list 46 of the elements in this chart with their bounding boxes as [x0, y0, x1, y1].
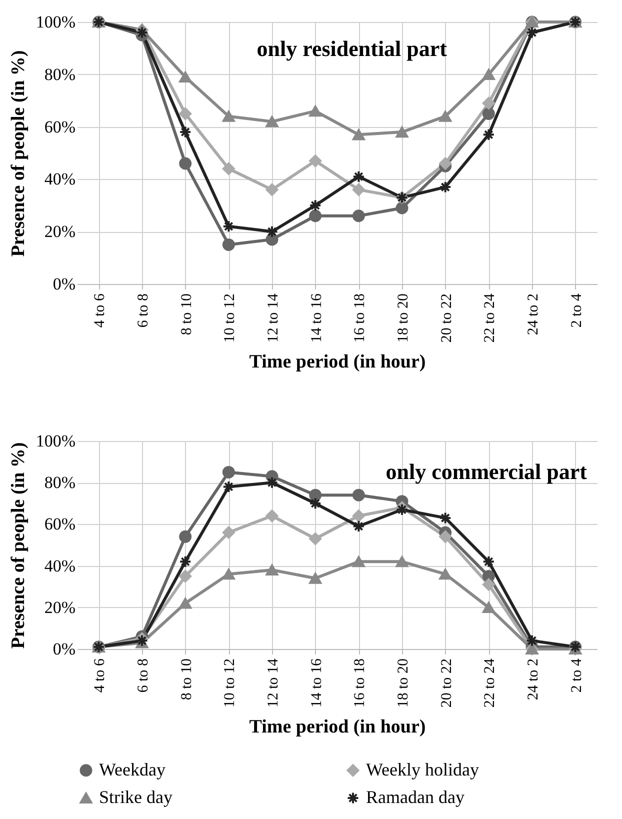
y-tick-label: 40%	[44, 556, 76, 576]
y-tick-label: 80%	[44, 64, 76, 84]
x-axis-title: Time period (in hour)	[249, 716, 426, 738]
y-axis-title: Presence of people (in %)	[8, 50, 29, 257]
y-tick-label: 0%	[52, 274, 76, 294]
x-tick-label: 12 to 14	[266, 658, 282, 708]
text: only commercial part	[386, 459, 588, 484]
x-tick-label: 6 to 8	[136, 658, 152, 693]
legend-label: Weekday	[99, 759, 166, 780]
x-tick-label: 10 to 12	[222, 294, 238, 343]
x-axis-title: Time period (in hour)	[249, 352, 426, 373]
y-tick-label: 60%	[44, 117, 76, 136]
text: only residential part	[256, 36, 448, 61]
y-tick-label: 0%	[52, 640, 76, 658]
x-tick-label: 4 to 6	[92, 293, 108, 328]
x-tick-label: 18 to 20	[396, 294, 412, 343]
x-tick-label: 16 to 18	[352, 658, 368, 708]
x-tick-label: 18 to 20	[396, 658, 412, 708]
x-tick-label: 22 to 24	[482, 658, 498, 708]
x-tick-label: 8 to 10	[178, 294, 195, 336]
y-tick-label: 60%	[44, 514, 76, 534]
x-tick-label: 14 to 16	[308, 658, 325, 708]
legend-label: Weekly holiday	[366, 759, 480, 780]
legend-label: Ramadan day	[366, 787, 464, 807]
y-tick-label: 80%	[44, 473, 76, 492]
legend-label: Strike day	[99, 787, 172, 807]
y-axis-title: Presence of people (in %)	[8, 442, 29, 649]
x-tick-label: 20 to 22	[438, 294, 455, 343]
x-tick-label: 2 to 4	[568, 293, 585, 328]
x-tick-label: 22 to 24	[482, 293, 498, 343]
y-tick-label: 100%	[36, 432, 76, 450]
x-tick-label: 24 to 2	[526, 294, 542, 336]
x-tick-label: 6 to 8	[136, 294, 152, 328]
x-tick-label: 16 to 18	[352, 294, 368, 343]
x-tick-label: 8 to 10	[178, 658, 195, 700]
x-tick-label: 12 to 14	[266, 293, 282, 343]
x-tick-label: 4 to 6	[92, 658, 108, 693]
x-tick-label: 10 to 12	[222, 658, 238, 708]
x-tick-label: 20 to 22	[438, 658, 455, 708]
x-tick-label: 2 to 4	[568, 658, 585, 693]
y-tick-label: 40%	[44, 170, 76, 189]
x-tick-label: 24 to 2	[526, 658, 542, 700]
x-tick-label: 14 to 16	[308, 293, 325, 343]
y-tick-label: 20%	[44, 598, 76, 617]
y-tick-label: 20%	[44, 222, 76, 242]
y-tick-label: 100%	[36, 12, 76, 32]
